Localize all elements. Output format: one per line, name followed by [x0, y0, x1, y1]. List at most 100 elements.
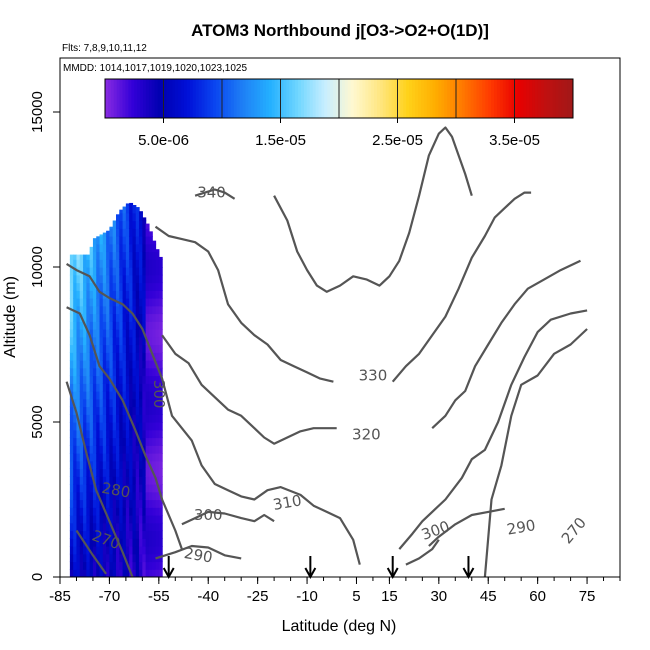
heatmap-cell: [125, 437, 130, 446]
colorbar-tick-label: 3.5e-05: [489, 132, 540, 149]
heatmap-cell: [145, 460, 150, 470]
colorbar-segment: [125, 79, 129, 118]
heatmap-cell: [89, 251, 94, 260]
heatmap-cell: [89, 344, 94, 353]
heatmap-cell: [92, 321, 97, 330]
heatmap-cell: [86, 344, 91, 353]
heatmap-cell: [69, 398, 74, 408]
contour-270: [75, 529, 107, 575]
heatmap-cell: [152, 267, 157, 276]
heatmap-cell: [86, 429, 91, 439]
heatmap-cell: [152, 445, 157, 454]
heatmap-cell: [142, 282, 147, 291]
heatmap-cell: [79, 398, 84, 408]
heatmap-cell: [129, 375, 134, 384]
heatmap-cell: [96, 305, 101, 315]
heatmap-cell: [142, 398, 147, 408]
colorbar-segment: [362, 79, 366, 118]
heatmap-cell: [135, 515, 140, 524]
heatmap-cell: [132, 437, 137, 446]
heatmap-cell: [106, 383, 111, 392]
heatmap-cell: [139, 484, 143, 493]
heatmap-cell: [112, 321, 117, 330]
heatmap-cell: [116, 321, 120, 330]
heatmap-cell: [99, 360, 104, 369]
heatmap-cell: [116, 220, 120, 229]
heatmap-cell: [122, 313, 127, 322]
colorbar-segment: [230, 79, 235, 118]
heatmap-cell: [139, 336, 143, 346]
heatmap-cell: [129, 236, 134, 245]
heatmap-cell: [155, 569, 160, 577]
heatmap-cell: [145, 491, 150, 501]
heatmap-cell: [122, 429, 127, 439]
heatmap-cell: [112, 360, 117, 369]
heatmap-cell: [158, 367, 163, 377]
heatmap-cell: [139, 522, 143, 532]
heatmap-cell: [158, 344, 163, 353]
colorbar-segment: [435, 79, 439, 118]
heatmap-cell: [102, 329, 107, 338]
heatmap-cell: [119, 569, 124, 577]
colorbar-segment: [423, 79, 428, 118]
heatmap-cell: [158, 398, 163, 408]
colorbar-segment: [116, 79, 121, 118]
heatmap-cell: [125, 445, 130, 454]
colorbar-segment: [327, 79, 331, 118]
heatmap-cell: [116, 336, 120, 346]
colorbar-segment: [306, 79, 311, 118]
heatmap-cell: [83, 336, 87, 346]
heatmap-cell: [132, 243, 137, 253]
heatmap-cell: [83, 468, 87, 477]
heatmap-cell: [109, 453, 114, 462]
heatmap-cell: [112, 274, 117, 284]
heatmap-cell: [155, 491, 160, 501]
heatmap-cell: [73, 499, 78, 508]
heatmap-cell: [116, 460, 120, 470]
heatmap-cell: [145, 305, 150, 315]
colorbar-segment: [567, 79, 571, 118]
heatmap-cell: [145, 406, 150, 415]
heatmap-cell: [86, 274, 91, 284]
heatmap-cell: [129, 507, 134, 516]
heatmap-cell: [152, 499, 157, 508]
heatmap-cell: [132, 530, 137, 539]
y-axis: 0 5000 10000 15000: [29, 91, 60, 581]
heatmap-cell: [155, 249, 160, 253]
heatmap-cell: [112, 305, 117, 315]
heatmap-cell: [116, 282, 120, 291]
heatmap-cell: [129, 422, 134, 431]
heatmap-cell: [116, 515, 120, 524]
heatmap-cell: [89, 429, 94, 439]
heatmap-cell: [102, 546, 107, 555]
heatmap-cell: [119, 236, 124, 245]
heatmap-cell: [96, 259, 101, 268]
heatmap-cell: [116, 360, 120, 369]
heatmap-cell: [79, 507, 84, 516]
heatmap-cell: [96, 406, 101, 415]
heatmap-cell: [152, 515, 157, 524]
heatmap-cell: [129, 243, 134, 253]
heatmap-cell: [109, 476, 114, 485]
heatmap-cell: [83, 367, 87, 377]
colorbar-segment: [268, 79, 273, 118]
colorbar-segment: [242, 79, 246, 118]
heatmap-cell: [109, 282, 114, 291]
colorbar-segment: [511, 79, 515, 118]
heatmap-cell: [112, 236, 117, 245]
heatmap-cell: [148, 522, 153, 532]
heatmap-cell: [158, 460, 163, 470]
heatmap-cell: [79, 422, 84, 431]
heatmap-cell: [99, 321, 104, 330]
heatmap-cell: [96, 460, 101, 470]
heatmap-cell: [116, 499, 120, 508]
heatmap-cell: [106, 243, 111, 253]
heatmap-cell: [129, 437, 134, 446]
colorbar-segment: [198, 79, 203, 118]
heatmap-cell: [73, 445, 78, 454]
heatmap-cell: [135, 243, 140, 253]
heatmap-cell: [135, 305, 140, 315]
heatmap-cell: [69, 290, 74, 299]
heatmap-cell: [152, 437, 157, 446]
heatmap-cell: [155, 437, 160, 446]
